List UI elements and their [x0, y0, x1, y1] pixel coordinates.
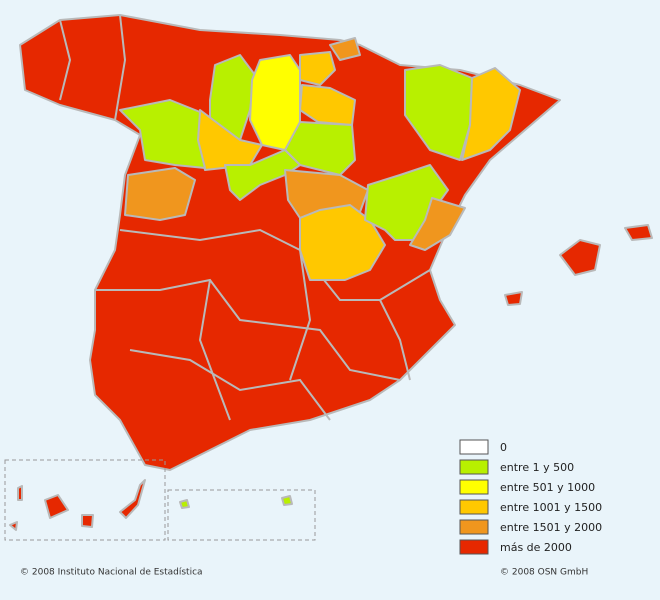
borders — [198, 279, 231, 421]
province-area — [329, 37, 361, 61]
legend-label: entre 501 y 1000 — [500, 481, 595, 494]
island — [119, 479, 146, 519]
legend-swatch — [459, 519, 489, 535]
province-area — [461, 67, 521, 161]
island — [17, 485, 23, 501]
peninsula — [19, 14, 561, 471]
borders — [129, 349, 331, 421]
legend-swatch — [459, 539, 489, 555]
legend-swatch — [459, 459, 489, 475]
province-area — [299, 51, 336, 86]
island — [44, 494, 69, 519]
legend-swatch — [459, 479, 489, 495]
legend-label: entre 1001 y 1500 — [500, 501, 602, 514]
island — [9, 521, 18, 531]
borders — [289, 249, 312, 381]
legend: 0 entre 1 y 500 entre 501 y 1000 entre 1001… — [459, 439, 602, 555]
inset-frame — [167, 489, 316, 541]
island — [559, 239, 601, 276]
province-area — [209, 54, 256, 141]
province-area — [119, 99, 206, 169]
city — [281, 495, 293, 506]
island — [504, 291, 523, 306]
legend-swatch — [459, 499, 489, 515]
inset-frame — [4, 459, 166, 541]
borders — [379, 299, 411, 381]
borders — [114, 14, 127, 121]
legend-label: entre 1 y 500 — [500, 461, 574, 474]
island — [81, 514, 94, 528]
borders — [95, 278, 401, 381]
footer-left: © 2008 Instituto Nacional de Estadística — [20, 568, 203, 578]
legend-label: 0 — [500, 441, 507, 454]
city — [179, 499, 190, 509]
island — [624, 224, 653, 241]
islands — [4, 224, 653, 541]
province-area — [124, 167, 196, 221]
footer-right: © 2008 OSN GmbH — [500, 568, 588, 578]
province-area — [409, 197, 466, 251]
legend-swatch — [459, 439, 489, 455]
borders — [59, 19, 72, 101]
legend-label: entre 1501 y 2000 — [500, 521, 602, 534]
province-area — [299, 204, 386, 281]
legend-label: más de 2000 — [500, 541, 572, 554]
